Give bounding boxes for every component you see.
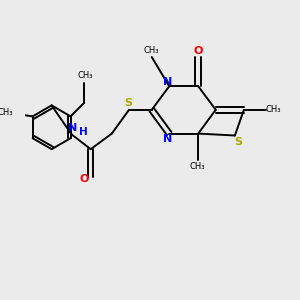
Text: O: O	[79, 174, 88, 184]
Text: CH₃: CH₃	[266, 105, 281, 114]
Text: N: N	[163, 134, 172, 144]
Text: H: H	[79, 127, 88, 137]
Text: CH₃: CH₃	[77, 71, 93, 80]
Text: CH₃: CH₃	[143, 46, 159, 55]
Text: O: O	[194, 46, 203, 56]
Text: N: N	[163, 76, 172, 87]
Text: S: S	[234, 137, 242, 147]
Text: CH₃: CH₃	[190, 163, 205, 172]
Text: N: N	[68, 123, 77, 133]
Text: S: S	[124, 98, 133, 108]
Text: CH₃: CH₃	[0, 108, 13, 117]
